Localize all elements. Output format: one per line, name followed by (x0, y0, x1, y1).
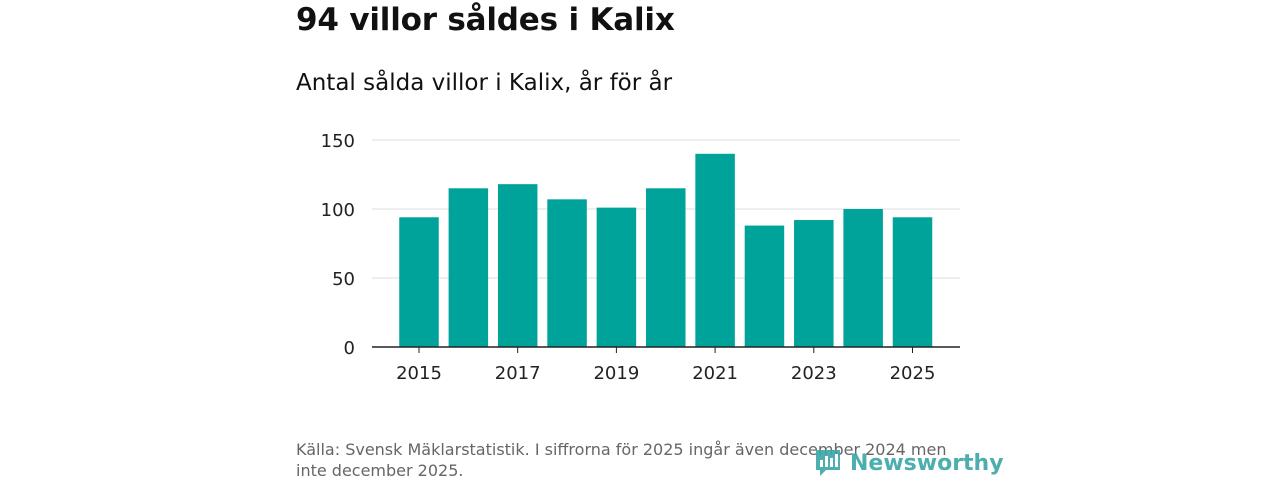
x-tick-label: 2019 (593, 363, 639, 384)
y-tick-label: 100 (321, 200, 355, 221)
bar-2025 (892, 217, 933, 347)
bar-2020 (646, 188, 686, 347)
bar-2023 (794, 220, 834, 347)
bar-2024 (843, 209, 883, 347)
bar-2019 (596, 207, 637, 347)
bar-2017 (497, 184, 538, 347)
newsworthy-logo-text: Newsworthy (850, 450, 1004, 476)
bar-2021 (695, 153, 735, 347)
bar-2018 (547, 199, 587, 347)
bar-2022 (744, 225, 785, 347)
chart-title: 94 villor såldes i Kalix (296, 2, 675, 38)
bar-2016 (448, 188, 489, 347)
y-tick-label: 0 (344, 338, 355, 359)
bar-chart: 0 50 100 150 2015 2017 2019 2021 2023 2025 (321, 131, 960, 384)
newsworthy-logo-icon (816, 450, 840, 476)
x-tick-label: 2015 (396, 363, 442, 384)
x-tick-label: 2017 (495, 363, 541, 384)
y-tick-label: 50 (332, 269, 355, 290)
bar-2015 (399, 217, 439, 347)
x-tick-label: 2025 (890, 363, 936, 384)
chart-subtitle: Antal sålda villor i Kalix, år för år (296, 70, 673, 96)
y-tick-label: 150 (321, 131, 355, 152)
x-tick-label: 2023 (791, 363, 837, 384)
x-tick-label: 2021 (692, 363, 738, 384)
source-note: Källa: Svensk Mäklarstatistik. I siffror… (296, 440, 947, 480)
newsworthy-logo[interactable]: Newsworthy (814, 446, 1004, 480)
